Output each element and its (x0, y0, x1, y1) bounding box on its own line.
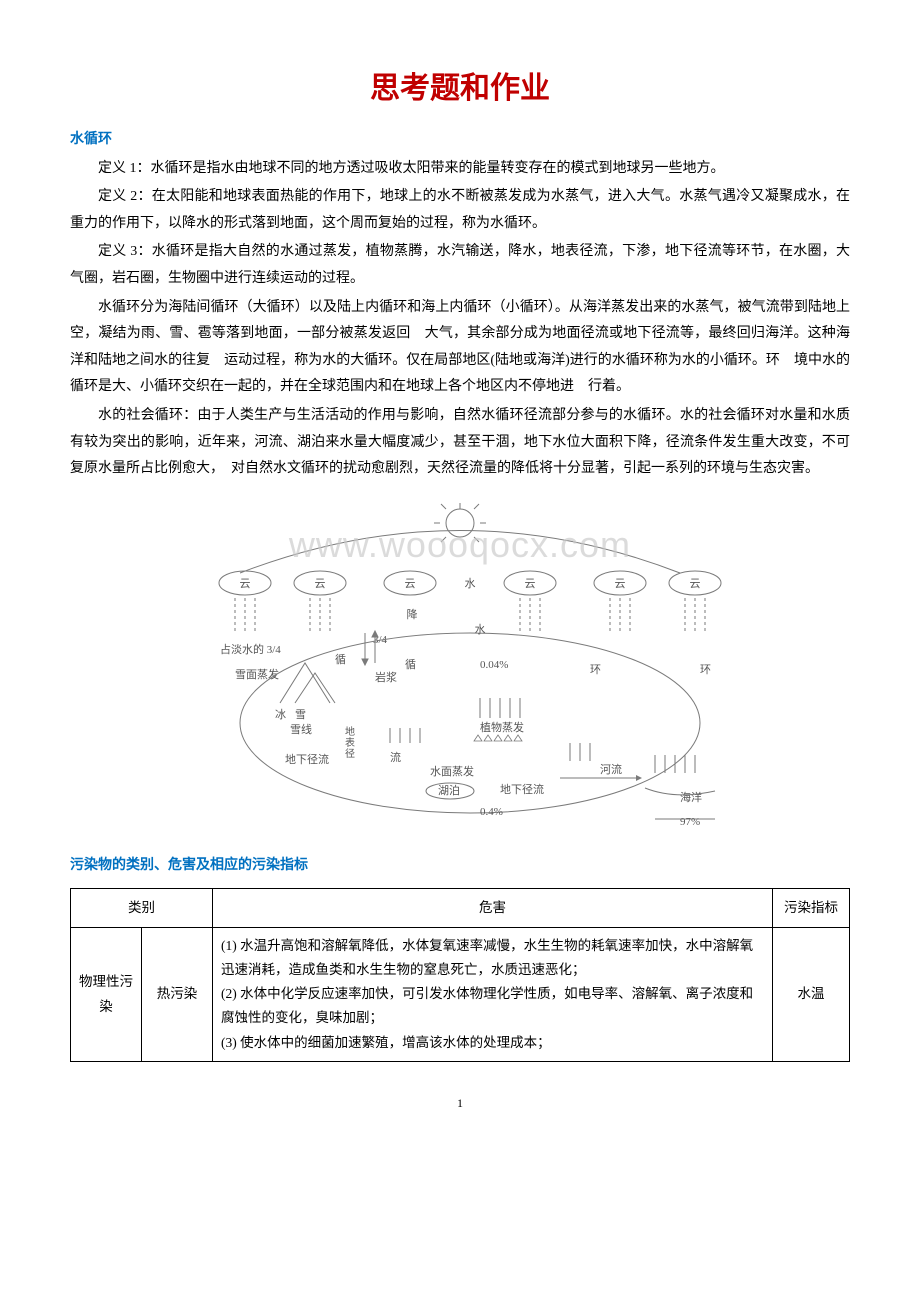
harm-line: (1) 水温升高饱和溶解氧降低，水体复氧速率减慢，水生生物的耗氧速率加快，水中溶… (221, 934, 764, 983)
harm-line: (3) 使水体中的细菌加速繁殖，增高该水体的处理成本； (221, 1031, 764, 1055)
section-heading-pollution: 污染物的类别、危害及相应的污染指标 (70, 853, 850, 880)
section-heading-water-cycle: 水循环 (70, 127, 850, 154)
cloud-label: 云 (525, 578, 536, 590)
col-header-harm: 危害 (213, 888, 773, 927)
cloud-label: 云 (315, 578, 326, 590)
page-title: 思考题和作业 (70, 60, 850, 117)
cell-cat2: 热污染 (142, 927, 213, 1061)
water-label: 水 (465, 577, 476, 590)
paragraph: 定义 1：水循环是指水由地球不同的地方透过吸收太阳带来的能量转变存在的模式到地球… (70, 156, 850, 183)
flow-label: 流 (390, 750, 401, 764)
pct-004-label: 0.04% (480, 659, 508, 671)
harm-line: (2) 水体中化学反应速率加快，可引发水体物理化学性质，如电导率、溶解氧、离子浓… (221, 982, 764, 1031)
ocean-label: 海洋 (680, 790, 702, 804)
rock-label: 岩浆 (375, 670, 397, 684)
cloud-label: 云 (405, 578, 416, 590)
river-label: 河流 (600, 762, 622, 776)
circ-label: 环 (700, 664, 711, 676)
cloud-label: 云 (615, 578, 626, 590)
cloud-label: 云 (690, 578, 701, 590)
snowline-label: 雪线 (290, 722, 312, 736)
paragraph: 定义 2：在太阳能和地球表面热能的作用下，地球上的水不断被蒸发成为水蒸气，进入大… (70, 184, 850, 237)
ice-label: 冰 (275, 708, 286, 721)
table-header-row: 类别 危害 污染指标 (71, 888, 850, 927)
surface-evap-label: 水面蒸发 (430, 764, 474, 778)
water-label: 水 (475, 623, 486, 636)
cell-cat1: 物理性污染 (71, 927, 142, 1061)
circ-label: 环 (590, 664, 601, 676)
col-header-indicator: 污染指标 (773, 888, 850, 927)
circ-label: 循 (405, 658, 416, 671)
precip-label: 降 (407, 607, 418, 621)
snow-label: 雪 (295, 708, 306, 721)
page-number: 1 (70, 1092, 850, 1115)
paragraph: 水的社会循环：由于人类生产与生活活动的作用与影响，自然水循环径流部分参与的水循环… (70, 403, 850, 483)
circ-label: 循 (335, 653, 346, 666)
underground-label: 地下径流 (285, 752, 329, 766)
cloud-label: 云 (240, 578, 251, 590)
cell-harm: (1) 水温升高饱和溶解氧降低，水体复氧速率减慢，水生生物的耗氧速率加快，水中溶… (213, 927, 773, 1061)
under-runoff-label: 地下径流 (500, 782, 544, 796)
paragraph: 水循环分为海陆间循环（大循环）以及陆上内循环和海上内循环（小循环）。从海洋蒸发出… (70, 295, 850, 401)
pct-04-label: 0.4% (480, 806, 503, 818)
plant-evap-label: 植物蒸发 (480, 720, 524, 734)
col-header-category: 类别 (71, 888, 213, 927)
fresh-water-label: 占淡水的 3/4 (220, 642, 281, 656)
snow-evap-label: 雪面蒸发 (235, 667, 279, 681)
table-row: 物理性污染 热污染 (1) 水温升高饱和溶解氧降低，水体复氧速率减慢，水生生物的… (71, 927, 850, 1061)
paragraph: 定义 3：水循环是指大自然的水通过蒸发，植物蒸腾，水汽输送，降水，地表径流，下渗… (70, 239, 850, 292)
pollution-table: 类别 危害 污染指标 物理性污染 热污染 (1) 水温升高饱和溶解氧降低，水体复… (70, 888, 850, 1062)
diagram-container: www.woooqocx.com (70, 503, 850, 844)
lake-label: 湖泊 (438, 784, 460, 797)
water-cycle-diagram: 云 云 云 水 云 云 云 (180, 503, 740, 833)
cell-indicator: 水温 (773, 927, 850, 1061)
pct-97-label: 97% (680, 816, 700, 828)
surface-label: 地表径 (345, 725, 355, 760)
